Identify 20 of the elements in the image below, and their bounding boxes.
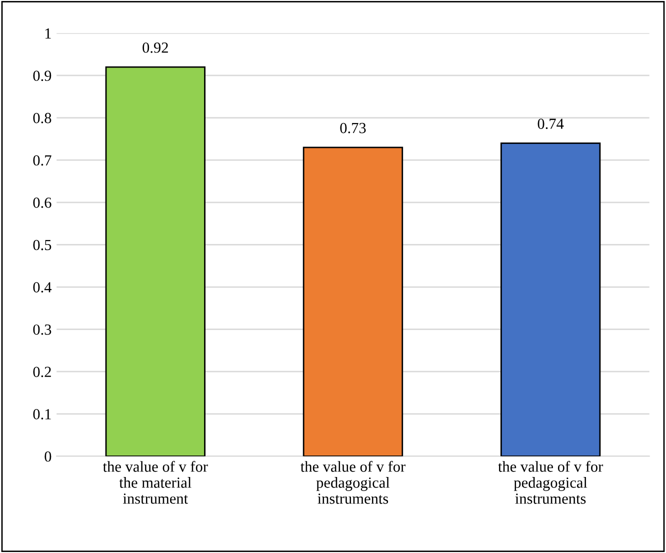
y-tick-label: 0.3 <box>33 324 52 335</box>
bar <box>302 146 404 456</box>
y-tick-label: 0.5 <box>33 240 52 250</box>
data-label: 0.74 <box>538 118 564 130</box>
y-tick-label: 0.1 <box>33 409 51 420</box>
y-tick-label: 0.2 <box>33 366 51 378</box>
y-tick-label: 0.9 <box>33 70 52 81</box>
y-tick-label: 0.7 <box>33 155 52 166</box>
x-tick-label: the value of v for pedagogical instruments <box>498 460 604 504</box>
y-tick-label: 0.8 <box>33 112 52 124</box>
x-tick-label: the value of v for pedagogical instruments <box>300 460 406 504</box>
bar <box>105 66 206 456</box>
y-tick-label: 0.6 <box>33 198 52 208</box>
y-tick-label: 0.4 <box>33 282 52 293</box>
y-tick-label: 1 <box>45 28 51 38</box>
x-tick-label: the value of v for the material instrument <box>102 460 208 504</box>
data-label: 0.92 <box>142 42 168 53</box>
data-label: 0.73 <box>340 122 366 134</box>
bar <box>500 142 601 456</box>
y-tick-label: 0 <box>44 451 52 462</box>
